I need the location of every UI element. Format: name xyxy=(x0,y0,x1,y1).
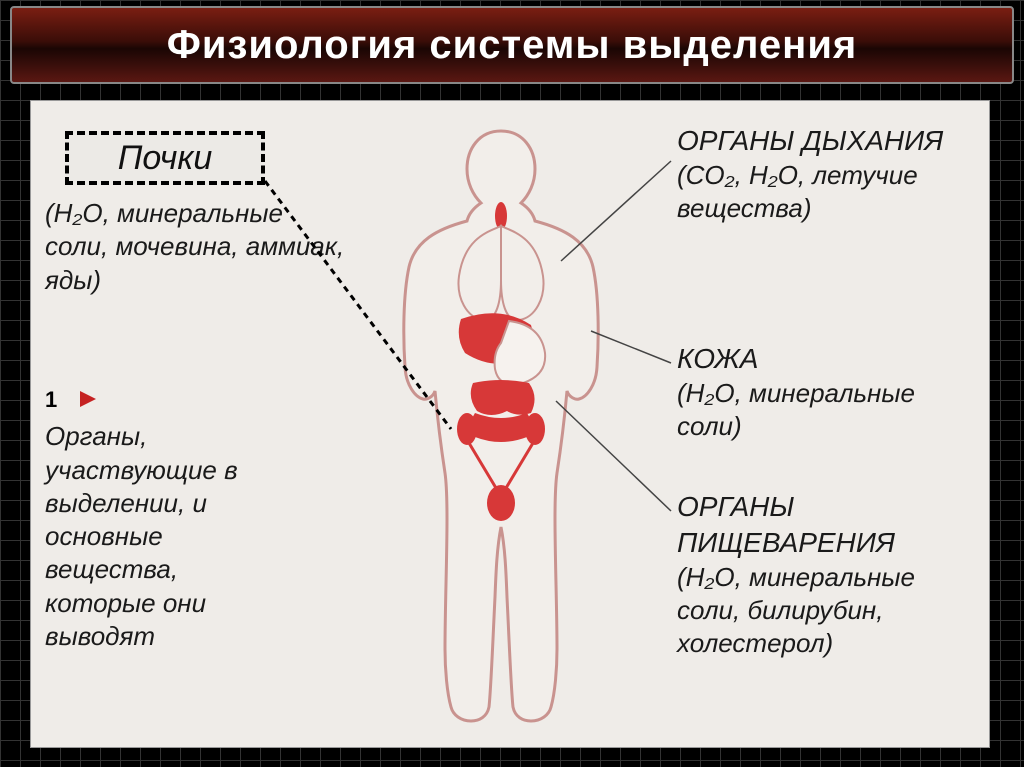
resp-title: ОРГАНЫ ДЫХАНИЯ xyxy=(677,123,977,159)
kidneys-desc-text: (H₂O, минеральные соли, мочевина, аммиак… xyxy=(45,198,344,295)
digest-title: ОРГАНЫ ПИЩЕВАРЕНИЯ xyxy=(677,489,977,561)
kidney-right xyxy=(525,413,545,445)
resp-desc: (CO₂, H₂O, летучие вещества) xyxy=(677,159,977,226)
page-title: Физиология системы выделения xyxy=(167,23,858,68)
kidneys-desc: (H₂O, минеральные соли, мочевина, аммиак… xyxy=(45,197,345,297)
digest-desc: (H₂O, минеральные соли, билирубин, холес… xyxy=(677,561,977,661)
content-panel: Почки (H₂O, минеральные соли, мочевина, … xyxy=(30,100,990,748)
skin-block: КОЖА (H₂O, минеральные соли) xyxy=(677,341,977,443)
skin-desc: (H₂O, минеральные соли) xyxy=(677,377,977,444)
resp-block: ОРГАНЫ ДЫХАНИЯ (CO₂, H₂O, летучие вещест… xyxy=(677,123,977,225)
title-bar: Физиология системы выделения xyxy=(10,6,1014,84)
callout-kidneys: Почки xyxy=(65,131,265,185)
triangle-icon xyxy=(80,391,96,407)
caption-text: Органы, участвующие в выделении, и основ… xyxy=(45,421,238,651)
digest-block: ОРГАНЫ ПИЩЕВАРЕНИЯ (H₂O, минеральные сол… xyxy=(677,489,977,660)
kidney-left xyxy=(457,413,477,445)
intestines xyxy=(471,380,535,442)
human-body-figure xyxy=(341,121,661,731)
callout-label: Почки xyxy=(118,139,213,178)
figure-number: 1 xyxy=(45,386,71,412)
skin-title: КОЖА xyxy=(677,341,977,377)
bladder xyxy=(487,485,515,521)
figure-caption: 1 Органы, участвующие в выделении, и осн… xyxy=(45,381,291,653)
